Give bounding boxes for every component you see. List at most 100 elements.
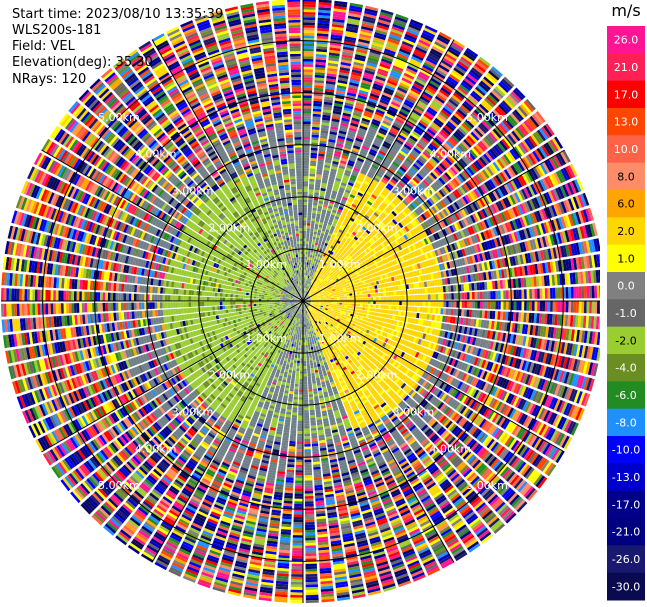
- radar-gate: [365, 190, 372, 196]
- radar-gate: [335, 95, 345, 100]
- radar-gate: [320, 263, 324, 267]
- radar-gate: [358, 189, 365, 195]
- radar-gate: [361, 310, 365, 314]
- radar-gate: [396, 305, 400, 311]
- radar-gate: [381, 58, 393, 65]
- radar-gate: [303, 204, 308, 208]
- radar-gate: [310, 279, 313, 282]
- radar-gate: [346, 291, 350, 294]
- radar-gate: [327, 205, 333, 210]
- radar-gate: [303, 142, 310, 145]
- radar-gate: [362, 195, 369, 200]
- radar-gate: [312, 268, 315, 272]
- radar-gate: [346, 135, 355, 140]
- radar-gate: [323, 234, 328, 238]
- radar-gate: [309, 171, 316, 174]
- radar-gate: [423, 27, 437, 36]
- radar-gate: [331, 163, 339, 168]
- radar-gate: [310, 155, 317, 159]
- radar-gate: [303, 105, 312, 109]
- radar-gate: [550, 301, 553, 312]
- radar-gate: [307, 254, 310, 258]
- radar-gate: [378, 16, 392, 23]
- radar-gate: [303, 173, 309, 177]
- radar-gate: [420, 95, 431, 104]
- radar-gate: [347, 89, 357, 95]
- radar-gate: [388, 296, 392, 301]
- radar-gate: [360, 84, 371, 90]
- radar-gate: [331, 304, 335, 306]
- radar-gate: [367, 59, 378, 66]
- radar-gate: [383, 159, 391, 165]
- radar-gate: [417, 307, 420, 313]
- radar-gate: [371, 88, 382, 94]
- radar-gate: [341, 239, 346, 244]
- radar-gate: [340, 182, 347, 187]
- radar-gate: [370, 90, 381, 97]
- radar-gate: [399, 301, 402, 306]
- radar-gate: [401, 106, 411, 113]
- radar-gate: [320, 244, 324, 248]
- radar-gate: [411, 306, 415, 312]
- radar-gate: [408, 92, 419, 100]
- radar-gate: [362, 77, 373, 83]
- radar-gate: [338, 132, 346, 138]
- radar-gate: [347, 298, 350, 301]
- radar-gate: [578, 301, 582, 313]
- radar-gate: [317, 28, 329, 32]
- radar-gate: [443, 301, 447, 308]
- radar-gate: [379, 165, 387, 172]
- radar-gate: [336, 304, 340, 307]
- radar-gate: [409, 295, 413, 300]
- radar-gate: [303, 178, 309, 182]
- radar-gate: [317, 270, 320, 274]
- radar-gate: [348, 288, 352, 291]
- radar-gate: [315, 69, 325, 73]
- radar-gate: [325, 213, 331, 217]
- radar-gate: [407, 26, 421, 34]
- radar-gate: [385, 309, 389, 314]
- radar-gate: [319, 219, 324, 223]
- radar-gate: [346, 23, 359, 28]
- radar-gate: [427, 301, 431, 307]
- radar-gate: [309, 270, 311, 274]
- radar-gate: [333, 238, 338, 243]
- radar-gate: [359, 201, 365, 207]
- radar-gate: [305, 275, 307, 278]
- radar-gate: [343, 147, 351, 152]
- radar-gate: [307, 217, 311, 221]
- radar-gate: [417, 301, 421, 306]
- radar-gate: [332, 253, 337, 257]
- radar-gate: [388, 301, 392, 305]
- radar-gate: [349, 125, 358, 130]
- radar-gate: [337, 135, 346, 140]
- radar-gate: [341, 307, 345, 310]
- radar-gate: [381, 296, 384, 301]
- radar-gate: [591, 301, 595, 314]
- radar-gate: [313, 250, 316, 254]
- radar-gate: [490, 291, 493, 300]
- radar-gate: [581, 286, 585, 299]
- radar-gate: [337, 208, 343, 213]
- radar-gate: [317, 20, 330, 24]
- radar-gate: [351, 150, 359, 155]
- radar-gate: [339, 294, 342, 297]
- radar-gate: [367, 130, 376, 137]
- radar-gate: [330, 123, 339, 128]
- radar-gate: [305, 285, 307, 289]
- radar-gate: [424, 25, 438, 33]
- radar-gate: [359, 150, 368, 156]
- radar-gate: [322, 117, 331, 121]
- radar-gate: [355, 196, 361, 202]
- radar-gate: [344, 294, 347, 297]
- radar-gate: [419, 307, 423, 313]
- radar-gate: [490, 301, 494, 310]
- radar-gate: [360, 304, 363, 307]
- radar-gate: [359, 291, 363, 295]
- radar-gate: [303, 84, 313, 88]
- radar-gate: [304, 282, 306, 286]
- radar-gate: [303, 43, 315, 47]
- radar-gate: [377, 308, 381, 313]
- radar-gate: [338, 308, 342, 311]
- radar-gate: [305, 254, 308, 257]
